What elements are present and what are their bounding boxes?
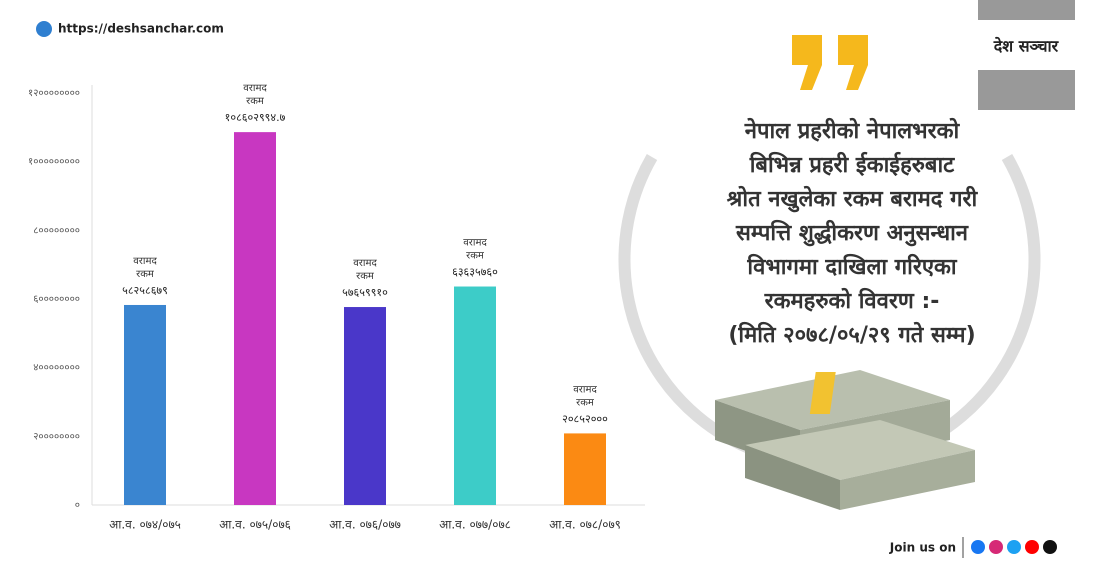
instagram-icon[interactable] xyxy=(989,540,1003,554)
site-url: https://deshsanchar.com xyxy=(58,22,224,36)
quote-line: सम्पत्ति शुद्धीकरण अनुसन्धान xyxy=(735,219,969,247)
bar-caption: रकम xyxy=(466,251,485,262)
twitter-icon[interactable] xyxy=(1007,540,1021,554)
quote-mark xyxy=(792,35,822,90)
x-tick-label: आ.व. ०७५/०७६ xyxy=(219,518,291,532)
quote-line: श्रोत नखुलेका रकम बरामद गरी xyxy=(727,185,979,213)
x-tick-label: आ.व. ०७८/०७९ xyxy=(549,518,621,532)
bar xyxy=(124,304,166,505)
value-label: ६३६३५७६० xyxy=(452,266,498,279)
quote-mark xyxy=(838,35,868,90)
quote-line: (मिति २०७८/०५/२९ गते सम्म) xyxy=(728,321,975,348)
y-tick-label: ४०००००००० xyxy=(33,363,80,374)
tiktok-icon[interactable] xyxy=(1043,540,1057,554)
bar-caption: रकम xyxy=(246,96,265,107)
value-label: ५८२५८६७९ xyxy=(122,284,168,297)
value-label: २०८५२००० xyxy=(562,412,608,425)
bar-caption: रकम xyxy=(576,397,595,408)
y-tick-label: २०००००००० xyxy=(33,431,80,442)
y-tick-label: ८०००००००० xyxy=(33,225,80,236)
quote-line: विभागमा दाखिला गरिएका xyxy=(746,253,957,280)
bar-caption: वरामद xyxy=(133,256,157,267)
bar-caption: रकम xyxy=(356,271,375,282)
bar-caption: वरामद xyxy=(243,83,267,94)
globe-icon xyxy=(36,21,52,37)
quote-line: नेपाल प्रहरीको नेपालभरको xyxy=(744,117,961,144)
youtube-icon[interactable] xyxy=(1025,540,1039,554)
y-tick-label: ६०००००००० xyxy=(33,294,80,305)
logo-box xyxy=(978,20,1075,70)
money-stack xyxy=(715,370,975,510)
y-tick-label: ० xyxy=(75,500,80,511)
x-tick-label: आ.व. ०७६/०७७ xyxy=(329,518,401,532)
quote-line: बिभिन्न प्रहरी ईकाईहरुबाट xyxy=(749,151,955,178)
bar xyxy=(564,433,606,505)
y-tick-label: १००००००००० xyxy=(28,157,80,168)
y-tick-label: १२०००००००० xyxy=(28,88,80,99)
value-label: ५७६५९९१० xyxy=(342,286,388,299)
value-label: १०८६०२९९४.७ xyxy=(225,111,286,124)
bar-caption: रकम xyxy=(136,269,155,280)
bar-caption: वरामद xyxy=(353,258,377,269)
logo-text: देश सञ्चार xyxy=(993,37,1060,56)
bar xyxy=(454,286,496,505)
bar xyxy=(234,132,276,506)
bar xyxy=(344,307,386,505)
bar-caption: वरामद xyxy=(463,238,487,249)
bar-caption: वरामद xyxy=(573,384,597,395)
x-tick-label: आ.व. ०७४/०७५ xyxy=(109,518,181,532)
facebook-icon[interactable] xyxy=(971,540,985,554)
x-tick-label: आ.व. ०७७/०७८ xyxy=(439,518,511,532)
join-text: Join us on xyxy=(889,541,956,555)
quote-line: रकमहरुको विवरण :- xyxy=(764,287,940,314)
